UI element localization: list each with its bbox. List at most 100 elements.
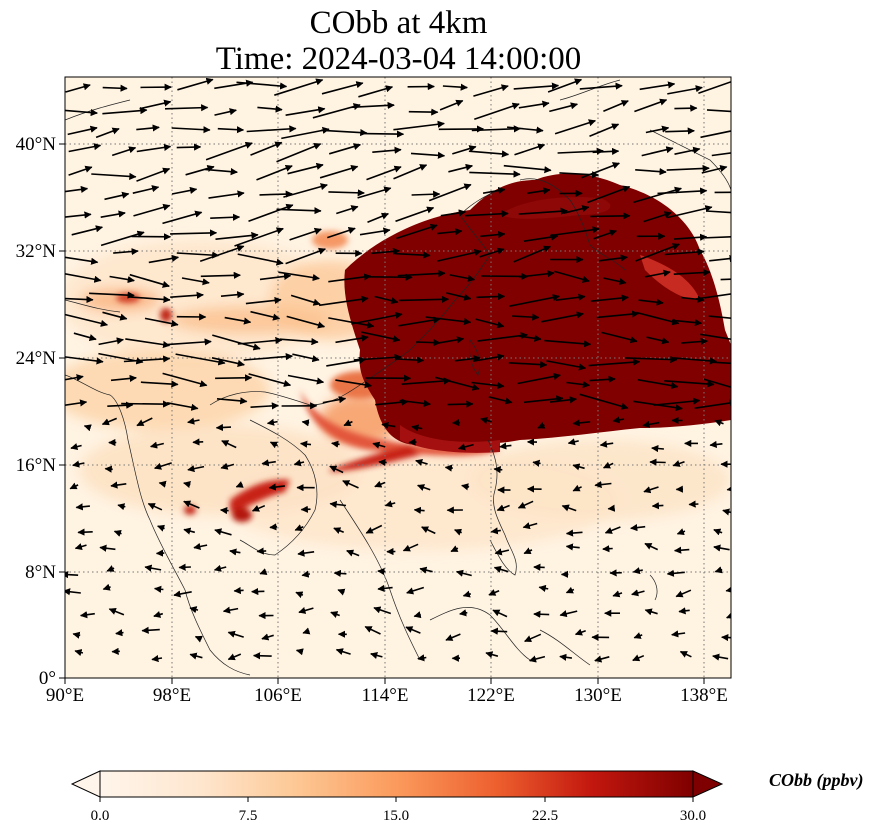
wind-arrow (328, 143, 361, 155)
wind-arrow (416, 338, 441, 347)
wind-arrow (274, 78, 324, 96)
wind-arrow (259, 568, 268, 575)
wind-arrow (565, 586, 575, 594)
wind-arrow (181, 277, 210, 286)
wind-arrow (572, 484, 582, 492)
wind-arrow (193, 542, 208, 550)
wind-arrow (362, 130, 405, 138)
wind-arrow (136, 167, 171, 182)
wind-arrow (219, 506, 229, 515)
wind-arrow (102, 107, 148, 115)
wind-arrow (590, 294, 629, 302)
wind-arrow (480, 417, 492, 424)
wind-arrow (366, 165, 402, 181)
wind-arrow (589, 123, 620, 137)
wind-arrow (136, 417, 153, 427)
y-tick-label: 24°N (16, 348, 57, 369)
wind-arrow (132, 185, 160, 194)
wind-arrow (532, 459, 541, 467)
wind-arrow (72, 460, 85, 468)
wind-arrow (212, 334, 261, 351)
wind-arrow (367, 212, 389, 223)
wind-arrow (513, 245, 551, 263)
wind-arrow (222, 606, 239, 614)
wind-arrow (518, 334, 542, 342)
wind-arrow (554, 270, 590, 283)
wind-arrow (109, 275, 135, 284)
wind-arrow (473, 84, 509, 97)
wind-arrow (508, 360, 548, 369)
wind-arrow (330, 611, 340, 618)
wind-arrow (259, 190, 293, 198)
wind-arrow (488, 589, 500, 596)
wind-arrow (594, 481, 612, 489)
wind-arrow (638, 298, 664, 306)
wind-arrow (268, 483, 285, 491)
wind-arrow (634, 98, 668, 113)
wind-arrow (701, 164, 728, 174)
wind-arrow (665, 127, 695, 135)
x-tick-label: 122°E (467, 685, 515, 706)
wind-arrow (549, 396, 578, 404)
concentration-field (65, 173, 731, 550)
wind-arrow (374, 480, 386, 488)
x-tick-label: 130°E (574, 685, 622, 706)
wind-arrow (140, 380, 179, 388)
wind-arrow (413, 611, 422, 619)
y-tick-label: 0° (39, 668, 56, 689)
wind-arrow (533, 610, 550, 618)
wind-arrow (123, 355, 171, 363)
wind-arrow (183, 481, 191, 489)
wind-arrow (588, 358, 641, 367)
wind-arrow (679, 650, 692, 658)
map-area (65, 77, 731, 678)
wind-vectors (65, 77, 731, 663)
wind-arrow (65, 108, 98, 117)
wind-arrow (106, 565, 115, 572)
wind-arrow (408, 108, 439, 116)
wind-arrow (333, 527, 345, 534)
wind-arrow (394, 251, 431, 259)
wind-arrow (233, 586, 244, 595)
wind-arrow (646, 336, 670, 345)
wind-arrow (73, 332, 97, 342)
wind-arrow (448, 163, 473, 173)
wind-arrow (187, 417, 200, 425)
wind-arrow (528, 655, 546, 663)
wind-arrow (437, 228, 463, 236)
wind-arrow (602, 545, 613, 553)
wind-arrow (377, 567, 386, 576)
wind-arrow (398, 295, 450, 303)
wind-arrow (357, 186, 392, 199)
wind-arrow (440, 209, 467, 217)
wind-arrow (557, 147, 604, 155)
wind-arrow (360, 331, 401, 343)
wind-arrow (108, 608, 125, 616)
wind-arrow (283, 183, 328, 198)
wind-arrow (673, 233, 708, 241)
wind-arrow (321, 128, 368, 137)
wind-arrow (476, 292, 506, 301)
wind-arrow (642, 420, 660, 428)
wind-arrow (673, 546, 690, 554)
wind-arrow (279, 338, 319, 346)
wind-arrow (653, 397, 701, 406)
wind-arrow (469, 170, 521, 178)
wind-arrow (604, 526, 621, 534)
wind-arrow (176, 143, 202, 151)
wind-arrow (171, 126, 211, 134)
x-tick-label: 90°E (46, 685, 84, 706)
wind-arrow (205, 141, 253, 161)
wind-arrow (425, 316, 472, 326)
wind-arrow (151, 654, 163, 663)
wind-arrow (459, 609, 468, 617)
wind-arrow (65, 571, 79, 579)
wind-arrow (65, 588, 81, 596)
wind-arrow (107, 401, 134, 409)
wind-arrow (164, 104, 209, 112)
wind-arrow (261, 633, 274, 641)
wind-arrow (482, 186, 506, 195)
wind-arrow (518, 270, 555, 278)
wind-arrow (454, 354, 481, 363)
wind-arrow (566, 380, 591, 389)
